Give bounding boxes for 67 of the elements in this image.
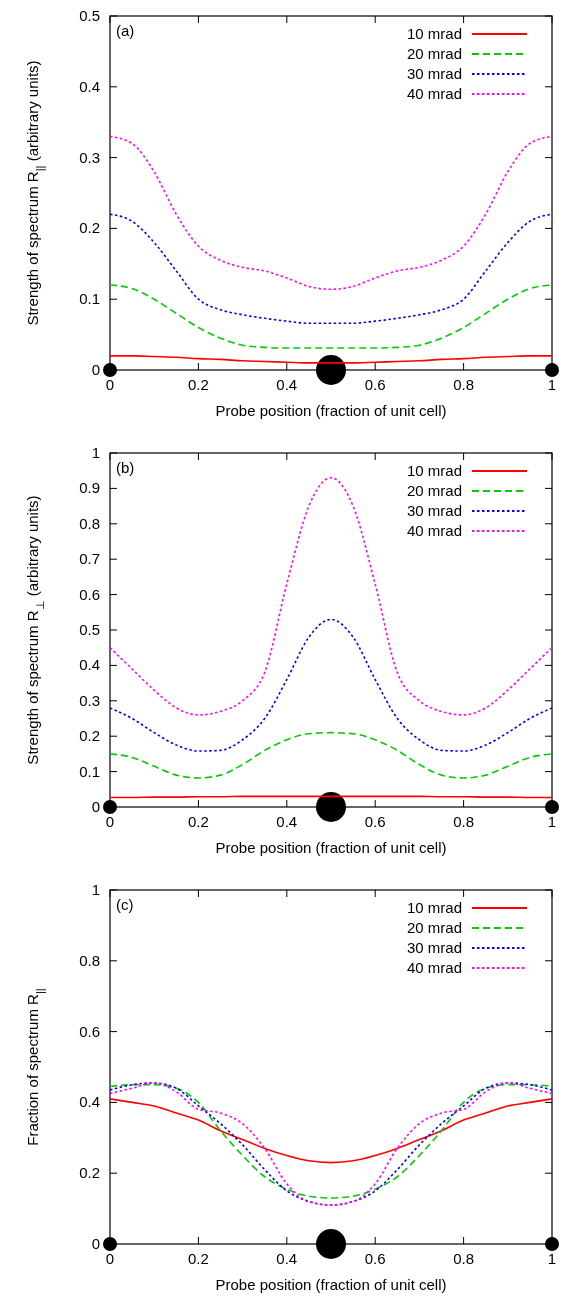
- x-tick-label: 0: [105, 1250, 115, 1267]
- y-tick-label: 1: [91, 444, 100, 461]
- x-tick-label: 0.6: [364, 1250, 386, 1267]
- y-tick-label: 0.5: [79, 7, 100, 24]
- legend-label: 10 mrad: [406, 899, 462, 916]
- x-tick-label: 0.8: [453, 813, 475, 830]
- y-tick-label: 0.7: [79, 550, 100, 568]
- legend-label: 10 mrad: [406, 462, 462, 479]
- y-tick-label: 0.9: [79, 479, 100, 497]
- y-tick-label: 0.1: [79, 290, 100, 308]
- x-tick-label: 1: [547, 1250, 557, 1267]
- x-axis-title: Probe position (fraction of unit cell): [215, 839, 447, 856]
- y-tick-label: 0.2: [79, 1164, 100, 1182]
- line-series: [109, 355, 553, 364]
- y-tick-label: 0.3: [79, 691, 100, 709]
- y-tick-label: 0.2: [79, 727, 100, 745]
- annotation: (b): [116, 459, 135, 476]
- legend-label: 40 mrad: [406, 522, 462, 539]
- legend-label: 20 mrad: [406, 482, 462, 499]
- y-tick-label: 0.8: [79, 951, 100, 969]
- legend-label: 20 mrad: [406, 45, 462, 62]
- x-tick-label: 0.8: [453, 1250, 475, 1267]
- x-tick-label: 0.4: [276, 813, 298, 830]
- line-series: [109, 731, 553, 779]
- y-tick-label: 0.5: [79, 621, 100, 638]
- y-tick-label: 0.1: [79, 762, 100, 780]
- line-series: [109, 135, 553, 291]
- y-tick-label: 0.4: [79, 656, 100, 674]
- x-tick-label: 0.6: [364, 376, 386, 393]
- legend-label: 40 mrad: [406, 85, 462, 102]
- y-tick-label: 0: [91, 361, 100, 378]
- x-tick-label: 0.2: [187, 813, 209, 830]
- y-tick-label: 0: [91, 798, 100, 815]
- x-axis-title: Probe position (fraction of unit cell): [215, 402, 447, 419]
- y-tick-label: 0.6: [79, 1022, 100, 1040]
- legend-label: 40 mrad: [406, 959, 462, 976]
- x-tick-label: 0: [105, 813, 115, 830]
- y-tick-label: 0.4: [79, 1093, 100, 1111]
- y-tick-label: 0.4: [79, 77, 100, 95]
- x-tick-label: 0.2: [187, 376, 209, 393]
- x-axis-title: Probe position (fraction of unit cell): [215, 1276, 447, 1293]
- annotation: (c): [116, 896, 134, 913]
- x-tick-label: 0.2: [187, 1250, 209, 1267]
- line-series: [109, 618, 553, 752]
- line-series: [109, 213, 553, 325]
- line-series: [109, 476, 553, 716]
- y-tick-label: 0.6: [79, 585, 100, 603]
- legend-label: 20 mrad: [406, 919, 462, 936]
- x-tick-label: 0: [105, 376, 115, 393]
- legend-label: 30 mrad: [406, 65, 462, 82]
- y-tick-label: 0.8: [79, 514, 100, 532]
- line-series: [109, 1098, 553, 1164]
- y-tick-label: 0.3: [79, 148, 100, 166]
- annotation: (a): [116, 22, 135, 39]
- y-tick-label: 0: [91, 1235, 100, 1252]
- x-tick-label: 1: [547, 376, 557, 393]
- x-tick-label: 0.4: [276, 376, 298, 393]
- x-tick-label: 1: [547, 813, 557, 830]
- y-tick-label: 0.2: [79, 219, 100, 237]
- y-tick-label: 1: [91, 881, 100, 898]
- x-tick-label: 0.8: [453, 376, 475, 393]
- legend-label: 10 mrad: [406, 25, 462, 42]
- x-tick-label: 0.4: [276, 1250, 298, 1267]
- legend-label: 30 mrad: [406, 939, 462, 956]
- legend-label: 30 mrad: [406, 502, 462, 519]
- line-series: [109, 284, 553, 349]
- x-tick-label: 0.6: [364, 813, 386, 830]
